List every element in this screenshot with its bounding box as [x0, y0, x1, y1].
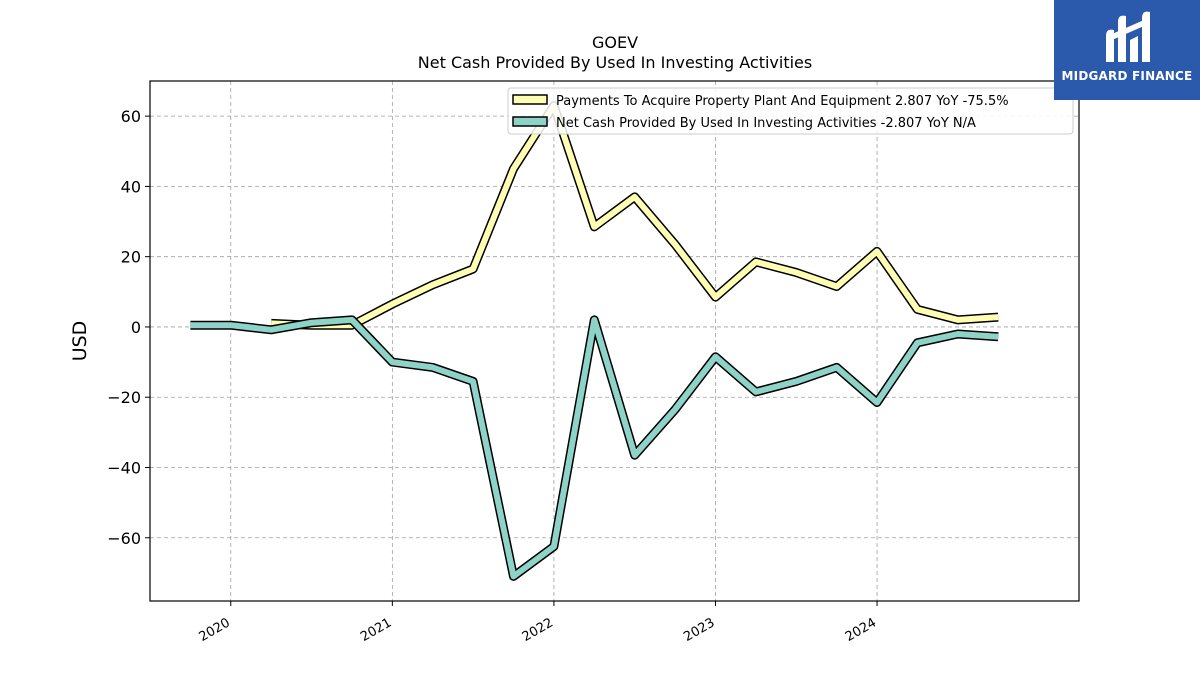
legend-swatch-payments [512, 94, 548, 105]
x-tick-label: 2023 [681, 615, 717, 645]
legend-box [507, 87, 1074, 135]
midgard-finance-logo: MIDGARD FINANCE [1054, 0, 1200, 100]
x-tick-label: 2024 [843, 615, 879, 645]
series-lines [190, 101, 999, 581]
y-tick-label: 20 [121, 248, 141, 267]
y-tick-label: 0 [131, 318, 141, 337]
chart-title: GOEV [592, 33, 638, 52]
x-tick-label: 2022 [520, 615, 556, 645]
y-tick-label: 40 [121, 177, 141, 196]
plot-frame [149, 80, 1080, 602]
legend-label-net-cash: Net Cash Provided By Used In Investing A… [556, 116, 976, 131]
y-axis-ticks: −60 −40 −20 0 20 40 60 [107, 107, 150, 548]
brand-name: MIDGARD FINANCE [1061, 69, 1193, 83]
series-line [271, 102, 999, 329]
legend-swatch-net-cash [512, 116, 548, 127]
y-tick-label: −20 [107, 388, 141, 407]
series-0 [270, 101, 999, 330]
y-tick-label: −60 [107, 529, 141, 548]
x-axis-ticks: 2020 2021 2022 2023 2024 [197, 601, 879, 645]
y-axis-label: USD [69, 321, 91, 362]
legend: Payments To Acquire Property Plant And E… [507, 87, 1074, 135]
series-line-outline [270, 101, 999, 330]
y-tick-label: 60 [121, 107, 141, 126]
chart-subtitle: Net Cash Provided By Used In Investing A… [418, 53, 812, 72]
midgard-m-logo-icon [1106, 11, 1150, 63]
series-1 [190, 315, 999, 581]
y-tick-label: −40 [107, 458, 141, 477]
legend-label-payments: Payments To Acquire Property Plant And E… [556, 94, 1009, 109]
x-tick-label: 2020 [197, 615, 233, 645]
x-tick-label: 2021 [358, 615, 394, 645]
